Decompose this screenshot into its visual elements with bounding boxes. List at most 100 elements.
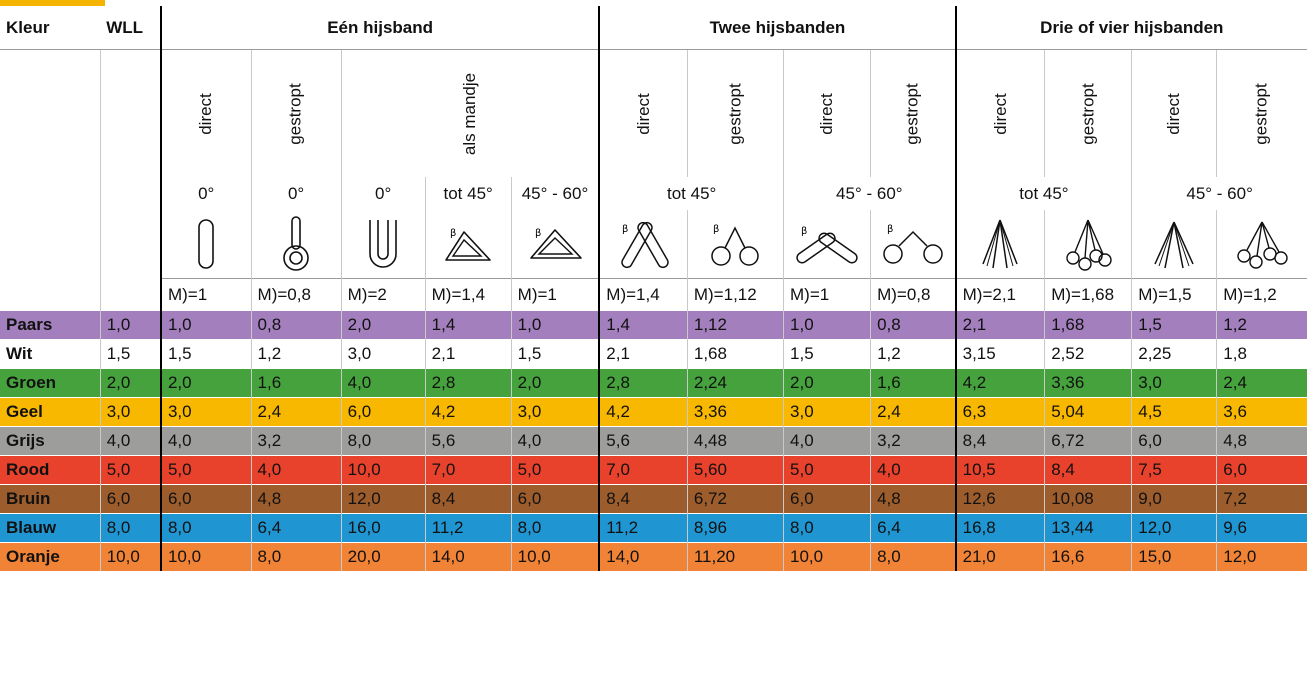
value-cell: 12,0 xyxy=(1216,542,1307,571)
wll-cell: 8,0 xyxy=(99,513,161,543)
value-cell: 10,0 xyxy=(783,542,871,571)
header-group-1: Eén hijsband xyxy=(159,6,600,50)
value-cell: 11,20 xyxy=(686,542,784,571)
value-cell: 1,12 xyxy=(686,310,784,340)
value-cell: 12,0 xyxy=(340,484,426,514)
value-cell: 5,6 xyxy=(424,426,512,456)
angle-label: tot 45° xyxy=(598,177,784,210)
value-cell: 8,96 xyxy=(686,513,784,543)
factor-cell: M)=1,2 xyxy=(1216,278,1307,311)
wll-cell: 1,0 xyxy=(99,310,161,340)
value-cell: 10,0 xyxy=(159,542,252,571)
value-cell: 2,24 xyxy=(686,368,784,398)
multi-leg-direct-45-icon xyxy=(982,219,1019,269)
value-cell: 1,0 xyxy=(783,310,871,340)
multi-leg-choked-60-icon xyxy=(1237,221,1288,269)
value-cell: 2,0 xyxy=(783,368,871,398)
value-cell: 2,52 xyxy=(1044,339,1132,369)
value-cell: 8,0 xyxy=(250,542,342,571)
value-cell: 16,6 xyxy=(1044,542,1132,571)
value-cell: 3,36 xyxy=(1044,368,1132,398)
table-body: Paars 1,0 1,0 0,8 2,0 1,4 1,0 1,4 1,12 1,0 0,8 2,1 1… xyxy=(0,310,1307,571)
value-cell: 3,0 xyxy=(340,339,426,369)
multi-leg-choked-45-icon xyxy=(1066,219,1112,271)
value-cell: 1,0 xyxy=(510,310,600,340)
method-label: direct xyxy=(1164,92,1184,135)
value-cell: 8,4 xyxy=(954,426,1045,456)
u-basket-icon xyxy=(369,220,397,268)
value-cell: 3,15 xyxy=(954,339,1045,369)
angle-label: 0° xyxy=(159,177,252,210)
value-cell: 14,0 xyxy=(424,542,512,571)
color-name-cell: Grijs xyxy=(0,426,101,456)
method-label: gestropt xyxy=(1078,82,1098,145)
value-cell: 5,60 xyxy=(686,455,784,485)
value-cell: 5,0 xyxy=(159,455,252,485)
value-cell: 6,4 xyxy=(250,513,342,543)
value-cell: 10,0 xyxy=(340,455,426,485)
value-cell: 15,0 xyxy=(1131,542,1217,571)
value-cell: 6,0 xyxy=(340,397,426,427)
value-cell: 4,2 xyxy=(598,397,688,427)
value-cell: 10,08 xyxy=(1044,484,1132,514)
value-cell: 4,0 xyxy=(340,368,426,398)
value-cell: 3,0 xyxy=(1131,368,1217,398)
value-cell: 2,8 xyxy=(424,368,512,398)
value-cell: 1,68 xyxy=(1044,310,1132,340)
value-cell: 14,0 xyxy=(598,542,688,571)
value-cell: 4,0 xyxy=(870,455,956,485)
header-kleur: Kleur xyxy=(0,6,101,50)
method-label: direct xyxy=(633,92,653,135)
value-cell: 2,1 xyxy=(424,339,512,369)
factor-cell: M)=1,5 xyxy=(1131,278,1217,311)
value-cell: 2,1 xyxy=(954,310,1045,340)
value-cell: 4,0 xyxy=(159,426,252,456)
header-group-3: Drie of vier hijsbanden xyxy=(954,6,1307,50)
table-row: Geel 3,0 3,0 2,4 6,0 4,2 3,0 4,2 3,36 3,0 2,4 6,3 5,… xyxy=(0,397,1307,427)
table-row: Groen 2,0 2,0 1,6 4,0 2,8 2,0 2,8 2,24 2,0 1,6 4,2 3… xyxy=(0,368,1307,398)
factor-cell: M)=1 xyxy=(783,278,871,311)
value-cell: 1,68 xyxy=(686,339,784,369)
value-cell: 3,0 xyxy=(159,397,252,427)
method-label: direct xyxy=(196,92,216,135)
value-cell: 7,5 xyxy=(1131,455,1217,485)
factor-cell: M)=1 xyxy=(510,278,600,311)
color-name-cell: Rood xyxy=(0,455,101,485)
top-accent-bar xyxy=(0,0,105,6)
factor-cell: M)=1,68 xyxy=(1044,278,1132,311)
header-wll: WLL xyxy=(100,6,161,50)
table-row: Blauw 8,0 8,0 6,4 16,0 11,2 8,0 11,2 8,96 8,0 6,4 1… xyxy=(0,513,1307,543)
value-cell: 2,0 xyxy=(510,368,600,398)
top-bar xyxy=(0,0,1307,6)
value-cell: 6,4 xyxy=(870,513,956,543)
empty-kleur-cell xyxy=(0,50,100,311)
table-row: Bruin 6,0 6,0 4,8 12,0 8,4 6,0 8,4 6,72 6,0 4,8 12,… xyxy=(0,484,1307,514)
color-name-cell: Oranje xyxy=(0,542,101,571)
value-cell: 20,0 xyxy=(340,542,426,571)
table-row: Paars 1,0 1,0 0,8 2,0 1,4 1,0 1,4 1,12 1,0 0,8 2,1 1… xyxy=(0,310,1307,340)
value-cell: 0,8 xyxy=(250,310,342,340)
two-leg-choked-60-icon: β xyxy=(883,224,943,264)
value-cell: 7,0 xyxy=(424,455,512,485)
value-cell: 4,8 xyxy=(250,484,342,514)
value-cell: 4,0 xyxy=(250,455,342,485)
single-loop-icon xyxy=(198,219,215,269)
value-cell: 11,2 xyxy=(598,513,688,543)
value-cell: 3,2 xyxy=(250,426,342,456)
angle-label: 45° - 60° xyxy=(510,177,600,210)
value-cell: 1,2 xyxy=(250,339,342,369)
value-cell: 2,4 xyxy=(1216,368,1307,398)
value-cell: 16,8 xyxy=(954,513,1045,543)
value-cell: 8,0 xyxy=(510,513,600,543)
value-cell: 8,0 xyxy=(870,542,956,571)
two-leg-direct-60-icon: β xyxy=(796,226,858,264)
header-group-2: Twee hijsbanden xyxy=(598,6,956,50)
method-label: gestropt xyxy=(902,82,922,145)
value-cell: 4,48 xyxy=(686,426,784,456)
two-leg-direct-45-icon: β xyxy=(620,221,669,269)
value-cell: 2,0 xyxy=(340,310,426,340)
value-cell: 1,8 xyxy=(1216,339,1307,369)
factor-cell: M)=2,1 xyxy=(954,278,1045,311)
value-cell: 1,6 xyxy=(250,368,342,398)
basket-60-icon: β xyxy=(530,228,582,259)
